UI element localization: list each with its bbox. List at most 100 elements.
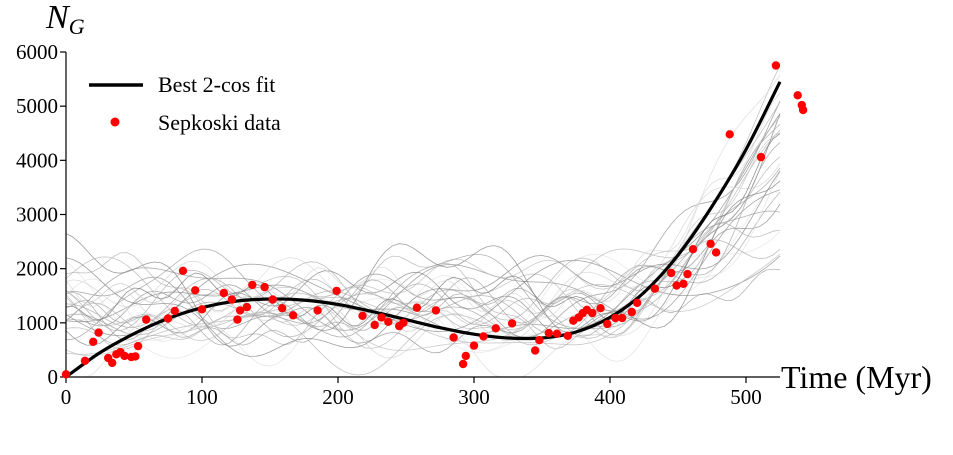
data-point <box>469 341 479 350</box>
data-point <box>711 248 721 257</box>
data-point <box>479 332 488 341</box>
data-point <box>412 303 422 312</box>
data-point <box>288 311 298 320</box>
data-point <box>706 239 715 248</box>
y-tick-label: 0 <box>48 365 59 389</box>
data-point <box>431 306 441 315</box>
x-tick-label: 200 <box>322 385 354 409</box>
data-point <box>219 288 228 298</box>
data-point <box>458 359 468 369</box>
data-point <box>384 317 393 326</box>
data-point <box>133 341 143 351</box>
data-point <box>170 306 179 316</box>
data-point <box>120 351 129 361</box>
y-tick-label: 3000 <box>16 203 58 227</box>
data-point <box>611 313 620 323</box>
data-point <box>633 298 642 307</box>
alt-fit-curve <box>65 130 781 376</box>
data-point <box>399 318 408 327</box>
data-point <box>108 358 117 368</box>
data-point <box>358 311 367 320</box>
data-point <box>563 331 572 340</box>
alt-fit-curve <box>65 116 781 342</box>
data-point <box>248 280 257 290</box>
legend-label-data: Sepkoski data <box>158 110 281 135</box>
alt-fit-curve <box>65 142 781 346</box>
data-point <box>242 302 252 312</box>
data-point <box>603 319 612 329</box>
data-point <box>725 130 734 139</box>
alt-fit-curve <box>65 180 781 347</box>
y-tick-label: 5000 <box>16 94 58 118</box>
alt-fit-curve <box>65 101 781 339</box>
data-point <box>377 313 386 322</box>
data-point <box>227 295 237 304</box>
alt-fit-curve <box>65 189 781 331</box>
data-point <box>798 105 808 115</box>
data-point <box>535 336 544 345</box>
y-tick-label: 2000 <box>16 257 58 281</box>
data-point <box>544 328 553 338</box>
data-point <box>370 320 379 330</box>
alt-fit-curve <box>65 170 781 357</box>
x-tick-label: 0 <box>61 385 72 409</box>
data-point <box>688 245 698 254</box>
data-point <box>178 266 188 275</box>
alt-fit-curve <box>65 171 781 367</box>
alt-fit-curve <box>65 156 781 346</box>
best-fit-line <box>65 81 782 379</box>
data-point <box>94 328 103 337</box>
alt-fit-curve <box>65 222 781 350</box>
y-axis-title: NG <box>45 0 85 39</box>
data-point <box>89 337 98 346</box>
axes <box>65 52 780 378</box>
legend-label-fit: Best 2-cos fit <box>158 72 275 97</box>
x-tick-label: 400 <box>594 385 626 409</box>
data-point <box>552 329 562 338</box>
alt-fit-curve <box>65 133 781 327</box>
data-point <box>191 286 200 295</box>
data-point <box>588 308 597 318</box>
data-point <box>618 313 627 323</box>
data-point <box>235 306 245 315</box>
data-point <box>268 295 277 304</box>
data-point <box>131 352 140 361</box>
legend-dot-swatch <box>110 117 120 127</box>
data-point <box>667 268 676 278</box>
legend: Best 2-cos fit Sepkoski data <box>89 72 281 135</box>
data-point <box>491 324 500 333</box>
x-tick-label: 100 <box>186 385 218 409</box>
alt-fit-curve <box>65 231 781 359</box>
data-point <box>233 315 242 324</box>
background-curves <box>65 65 781 378</box>
data-point <box>449 333 458 342</box>
y-tick-label: 6000 <box>16 40 58 64</box>
data-point <box>771 61 781 70</box>
alt-fit-curve <box>65 92 781 318</box>
x-tick-label: 500 <box>730 385 762 409</box>
alt-fit-curve <box>65 268 781 346</box>
data-point <box>683 269 692 279</box>
data-point <box>260 282 269 292</box>
data-point <box>650 284 660 293</box>
y-axis-title-subscript: G <box>69 14 85 39</box>
y-tick-label: 4000 <box>16 148 58 172</box>
data-point <box>80 356 90 365</box>
data-point <box>313 306 322 315</box>
x-axis-title: Time (Myr) <box>781 359 932 395</box>
data-point <box>278 304 287 313</box>
data-point <box>679 279 688 288</box>
data-point <box>461 351 470 361</box>
fit-layer <box>65 81 782 379</box>
data-point <box>507 319 517 328</box>
data-point <box>142 315 151 324</box>
data-point <box>672 281 681 290</box>
ticks: 0 1000 2000 3000 4000 5000 6000 0 100 200 300 400 50… <box>16 40 762 409</box>
data-points <box>61 61 808 379</box>
data-point <box>793 91 802 100</box>
data-point <box>163 314 173 323</box>
alt-fit-curve <box>65 253 781 356</box>
x-tick-label: 300 <box>458 385 490 409</box>
data-point <box>627 307 636 317</box>
